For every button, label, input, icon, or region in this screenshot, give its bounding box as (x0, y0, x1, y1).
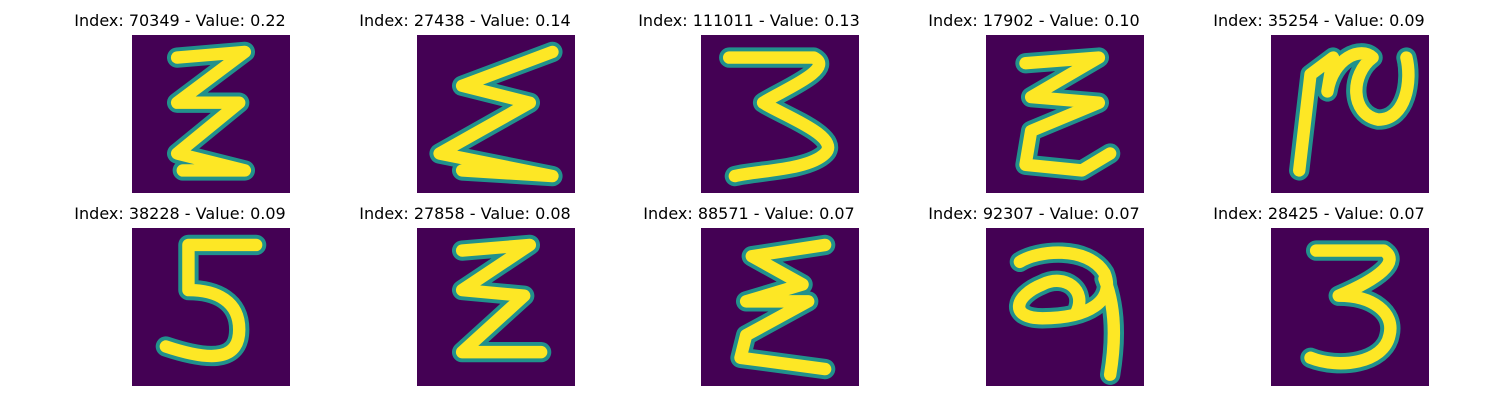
digit-image (1271, 228, 1429, 386)
panel-title: Index: 27438 - Value: 0.14 (359, 11, 571, 30)
digit-image (1271, 35, 1429, 193)
digit-image (701, 228, 859, 386)
panel-3: Index: 111011 - Value: 0.13 (599, 0, 899, 193)
panel-7: Index: 27858 - Value: 0.08 (315, 193, 615, 386)
stroke-core (170, 45, 252, 177)
stroke-core (1304, 244, 1397, 370)
digit-image (986, 35, 1144, 193)
panel-title: Index: 111011 - Value: 0.13 (638, 11, 860, 30)
panel-title: Index: 28425 - Value: 0.07 (1213, 204, 1425, 223)
panel-1: Index: 70349 - Value: 0.22 (30, 0, 330, 193)
stroke-core (1012, 246, 1121, 381)
digit-image (701, 35, 859, 193)
stroke-core (723, 51, 835, 183)
digit-image (132, 35, 290, 193)
digit-image (986, 228, 1144, 386)
panel-title: Index: 27858 - Value: 0.08 (359, 204, 571, 223)
digit-image (417, 35, 575, 193)
panel-2: Index: 27438 - Value: 0.14 (315, 0, 615, 193)
panel-8: Index: 88571 - Value: 0.07 (599, 193, 899, 386)
panel-title: Index: 17902 - Value: 0.10 (928, 11, 1140, 30)
panel-4: Index: 17902 - Value: 0.10 (884, 0, 1184, 193)
panel-title: Index: 70349 - Value: 0.22 (74, 11, 286, 30)
stroke-core (734, 238, 832, 376)
digit-image (132, 228, 290, 386)
digit-image (417, 228, 575, 386)
panel-title: Index: 38228 - Value: 0.09 (74, 204, 286, 223)
stroke-core (1293, 47, 1415, 177)
panel-title: Index: 88571 - Value: 0.07 (643, 204, 855, 223)
stroke-core (1019, 51, 1117, 177)
panel-10: Index: 28425 - Value: 0.07 (1169, 193, 1469, 386)
panel-title: Index: 35254 - Value: 0.09 (1213, 11, 1425, 30)
stroke-core (159, 238, 263, 363)
panel-6: Index: 38228 - Value: 0.09 (30, 193, 330, 386)
stroke-core (455, 238, 548, 359)
stroke-core (433, 45, 559, 183)
panel-5: Index: 35254 - Value: 0.09 (1169, 0, 1469, 193)
panel-title: Index: 92307 - Value: 0.07 (928, 204, 1140, 223)
panel-9: Index: 92307 - Value: 0.07 (884, 193, 1184, 386)
